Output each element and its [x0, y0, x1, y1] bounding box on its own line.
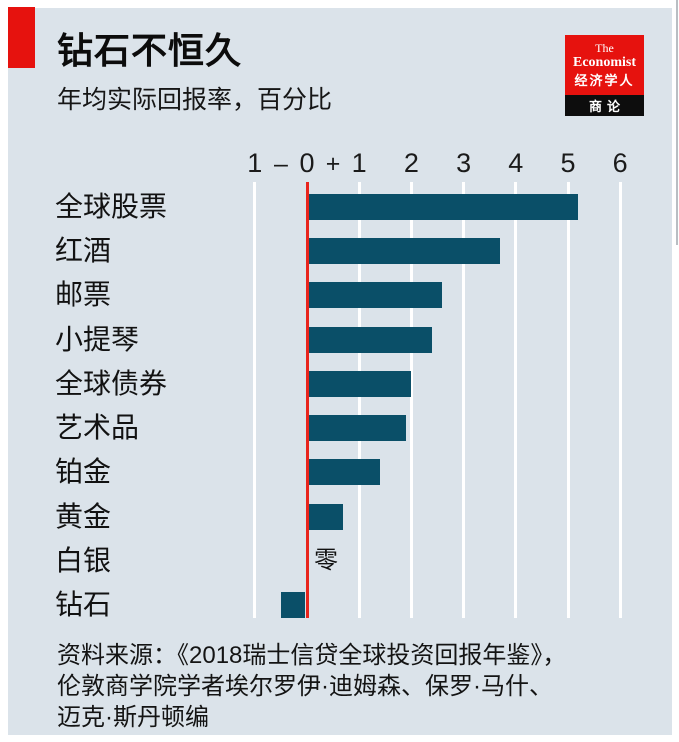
category-label: 白银	[55, 544, 112, 576]
category-label: 黄金	[55, 500, 112, 532]
logo-text-economist: Economist	[573, 54, 636, 70]
bar	[308, 238, 500, 265]
gridline	[618, 182, 622, 618]
axis-minus-sign: –	[273, 150, 288, 178]
axis-tick-label: 1	[351, 148, 367, 178]
logo-text-shanglun: 商论	[565, 95, 644, 116]
axis-tick-label: 5	[560, 148, 576, 178]
bar	[308, 503, 344, 530]
category-label: 全球债券	[55, 367, 168, 399]
category-label: 红酒	[55, 235, 112, 267]
economist-red-tab	[8, 7, 35, 68]
bar	[308, 459, 380, 486]
gridline	[462, 182, 466, 618]
axis-tick-label: 6	[612, 148, 628, 178]
logo-text-the: The	[595, 40, 614, 55]
gridline	[357, 182, 361, 618]
chart-title: 钻石不恒久	[57, 30, 243, 71]
bar	[308, 326, 432, 353]
bar	[308, 194, 578, 220]
category-label: 邮票	[55, 279, 112, 311]
economist-logo-red-box: The Economist 经济学人	[565, 35, 644, 95]
axis-tick-label: 3	[456, 148, 472, 178]
gridline	[514, 182, 518, 618]
axis-plus-sign: +	[325, 150, 341, 178]
axis-tick-label: 4	[508, 148, 524, 178]
logo-text-chinese: 经济学人	[574, 72, 635, 88]
axis-tick-label: 1	[247, 148, 263, 178]
category-label: 钻石	[55, 588, 112, 620]
bar	[308, 282, 443, 309]
gridline	[253, 182, 257, 618]
category-label: 艺术品	[55, 412, 140, 444]
bar	[308, 370, 411, 397]
source-note: 资料来源：《2018瑞士信贷全球投资回报年鉴》， 伦敦商学院学者埃尔罗伊·迪姆森…	[57, 640, 637, 733]
zero-value-label: 零	[314, 546, 338, 574]
bar	[308, 415, 406, 442]
axis-tick-label: 0	[299, 148, 315, 178]
chart-subtitle: 年均实际回报率，百分比	[57, 86, 333, 114]
source-line-2: 伦敦商学院学者埃尔罗伊·迪姆森、保罗·马什、	[57, 673, 553, 700]
axis-tick-label: 2	[403, 148, 419, 178]
category-label: 全球股票	[55, 191, 168, 222]
gridline	[566, 182, 570, 618]
category-label: 铂金	[55, 456, 112, 488]
source-line-3: 迈克·斯丹顿编	[57, 704, 209, 731]
bar	[281, 591, 306, 618]
category-label: 小提琴	[55, 323, 140, 355]
source-line-1: 资料来源：《2018瑞士信贷全球投资回报年鉴》，	[57, 642, 567, 669]
zero-line	[305, 182, 309, 618]
gridline	[409, 182, 413, 618]
economist-logo: The Economist 经济学人 商论	[565, 35, 644, 116]
page-edge-line	[676, 0, 678, 245]
